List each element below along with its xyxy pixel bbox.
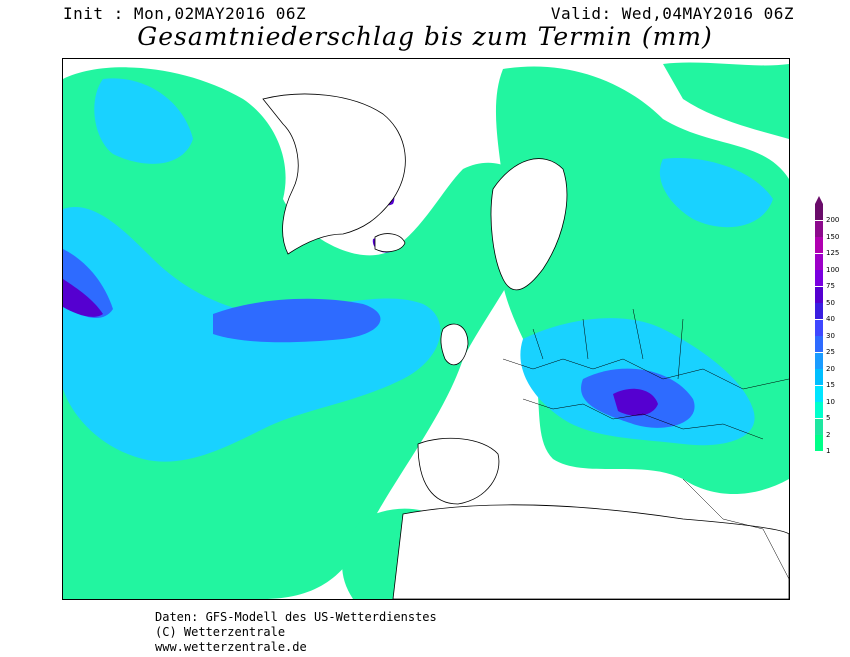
valid-time-label: Valid: Wed,04MAY2016 06Z <box>550 4 794 23</box>
legend-label: 200 <box>826 216 840 224</box>
legend-label: 20 <box>826 364 835 373</box>
legend-label: 40 <box>826 315 835 323</box>
legend-label: 2 <box>826 430 831 439</box>
legend-label: 25 <box>826 348 835 356</box>
british-isles-outline <box>440 323 469 366</box>
legend-swatch <box>815 319 823 336</box>
legend-swatch <box>815 270 823 286</box>
legend-label: 10 <box>826 397 835 406</box>
legend-label: 100 <box>826 265 840 274</box>
country-borders <box>502 308 789 580</box>
data-source-label: Daten: GFS-Modell des US-Wetterdienstes <box>155 610 437 624</box>
website-link[interactable]: www.wetterzentrale.de <box>155 640 307 654</box>
init-time-label: Init : Mon,02MAY2016 06Z <box>63 4 307 23</box>
map-svg <box>63 62 789 599</box>
map-title: Gesamtniederschlag bis zum Termin (mm) <box>137 22 713 51</box>
legend-swatch <box>815 369 823 385</box>
legend-swatch <box>815 385 823 402</box>
legend-label: 50 <box>826 298 835 307</box>
legend-swatch <box>815 220 823 237</box>
legend-swatch <box>815 435 823 451</box>
iceland-outline <box>374 233 406 253</box>
legend-swatch <box>815 336 823 352</box>
iberia-outline <box>417 437 500 505</box>
legend-swatch <box>815 352 823 369</box>
legend-label: 150 <box>826 232 840 241</box>
legend-swatch <box>815 204 823 220</box>
coastlines <box>262 93 789 599</box>
precipitation-legend: 200 150 125 100 75 50 40 30 25 20 15 10 5 2 1 <box>815 196 849 456</box>
map-footer: Daten: GFS-Modell des US-Wetterdienstes … <box>155 610 437 655</box>
legend-label: 30 <box>826 331 835 340</box>
legend-label: 125 <box>826 249 840 257</box>
precipitation-map <box>62 58 790 600</box>
legend-arrow-icon <box>815 196 823 204</box>
legend-swatch <box>815 303 823 319</box>
legend-swatch <box>815 237 823 253</box>
legend-label: 15 <box>826 381 835 389</box>
legend-label: 75 <box>826 282 835 290</box>
legend-swatch <box>815 402 823 418</box>
scandinavia-outline <box>490 158 568 291</box>
copyright-label: (C) Wetterzentrale <box>155 625 286 639</box>
legend-swatch <box>815 418 823 435</box>
legend-swatch <box>815 253 823 270</box>
north-africa-outline <box>392 504 789 599</box>
legend-label: 5 <box>826 414 831 422</box>
greenland-outline <box>262 93 406 255</box>
legend-label: 1 <box>826 447 831 455</box>
legend-swatch <box>815 286 823 303</box>
